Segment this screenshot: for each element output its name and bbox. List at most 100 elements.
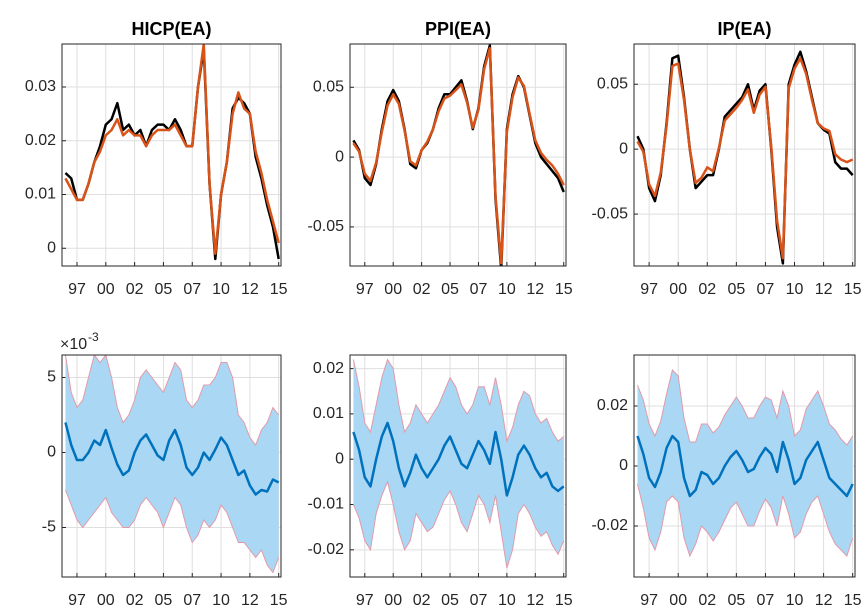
y-tick-label: 0.01 (313, 405, 344, 422)
subplot: 97 00 02 05 07 10 12 15 -0.02 -0.01 0 0.01 0.02 (308, 354, 573, 609)
x-tick-label: 07 (183, 592, 201, 609)
y-tick-label: 5 (47, 369, 56, 386)
x-tick-label: 10 (212, 592, 230, 609)
y-tick-label: 0.02 (25, 132, 56, 149)
x-tick-label: 10 (212, 281, 230, 298)
x-tick-label: 15 (844, 281, 862, 298)
series-line (64, 422, 280, 496)
x-tick-label: 00 (97, 592, 115, 609)
axes-box (349, 43, 567, 267)
x-tick-label: 05 (727, 281, 745, 298)
x-tick-label: 12 (526, 281, 544, 298)
axes-box (61, 43, 282, 267)
y-tick-label: -5 (42, 519, 56, 536)
x-tick-label: 05 (441, 592, 459, 609)
axes-box (633, 354, 856, 578)
x-tick-label: 02 (413, 281, 431, 298)
x-tick-label: 07 (183, 281, 201, 298)
x-tick-label: 10 (786, 281, 804, 298)
x-tick-label: 97 (640, 281, 658, 298)
subplot: 97 00 02 05 07 10 12 15 -0.05 0 0.05 PPI(EA) (308, 19, 573, 298)
x-tick-label: 12 (815, 592, 833, 609)
x-tick-label: 12 (241, 592, 259, 609)
y-tick-label: 0 (47, 239, 56, 256)
x-tick-label: 97 (68, 281, 86, 298)
x-tick-label: 02 (698, 592, 716, 609)
y-tick-label: 0.05 (313, 79, 344, 96)
x-tick-label: 07 (757, 592, 775, 609)
x-tick-label: 15 (555, 592, 573, 609)
y-tick-label: 0.02 (597, 397, 628, 414)
confidence-band (353, 359, 564, 568)
series-line (64, 44, 280, 255)
y-tick-label: 0 (47, 444, 56, 461)
plot-area (634, 44, 855, 266)
y-tick-label: 0.01 (25, 186, 56, 203)
x-tick-label: 00 (384, 592, 402, 609)
subplot: 97 00 02 05 07 10 12 15 0 0.01 0.02 0.03 HICP(EA) (25, 19, 288, 298)
x-tick-label: 12 (526, 592, 544, 609)
confidence-band (637, 370, 853, 556)
x-tick-label: 10 (498, 592, 516, 609)
exponent-base: ×10 (60, 336, 87, 353)
x-tick-label: 07 (757, 281, 775, 298)
x-tick-label: 97 (68, 592, 86, 609)
x-tick-label: 07 (470, 592, 488, 609)
x-tick-label: 02 (698, 281, 716, 298)
y-tick-label: 0.02 (313, 360, 344, 377)
x-tick-label: 15 (555, 281, 573, 298)
y-tick-label: 0 (619, 140, 628, 157)
subplot-title: HICP(EA) (132, 19, 212, 39)
x-tick-label: 15 (844, 592, 862, 609)
y-tick-label: 0 (335, 450, 344, 467)
x-tick-label: 15 (270, 592, 288, 609)
y-tick-label: -0.01 (308, 496, 345, 513)
series-line (352, 421, 565, 497)
x-tick-label: 05 (727, 592, 745, 609)
x-tick-label: 05 (155, 592, 173, 609)
band-edge (64, 489, 280, 574)
x-tick-label: 00 (97, 281, 115, 298)
x-tick-label: 05 (441, 281, 459, 298)
plot-area (350, 44, 566, 266)
band-edge (352, 358, 565, 443)
y-tick-label: 0.05 (597, 75, 628, 92)
series-line (352, 46, 565, 265)
x-tick-label: 00 (384, 281, 402, 298)
exponent-power: -3 (88, 330, 99, 344)
x-tick-label: 05 (155, 281, 173, 298)
series-line (636, 57, 854, 260)
band-edge (64, 355, 280, 447)
x-tick-label: 15 (270, 281, 288, 298)
series-line (636, 434, 854, 498)
axes-box (61, 354, 282, 578)
x-tick-label: 07 (470, 281, 488, 298)
band-edge (352, 480, 565, 569)
plot-area (62, 44, 281, 266)
band-edge (637, 369, 854, 446)
y-tick-label: 0 (619, 457, 628, 474)
subplot-title: IP(EA) (718, 19, 772, 39)
x-tick-label: 97 (356, 592, 374, 609)
y-tick-label: 0 (335, 148, 344, 165)
x-tick-label: 02 (126, 281, 144, 298)
y-tick-label: -0.02 (592, 517, 629, 534)
x-tick-label: 10 (786, 592, 804, 609)
axes-box (349, 354, 567, 578)
axes-box (633, 43, 856, 267)
y-tick-label: -0.05 (592, 205, 629, 222)
x-tick-label: 00 (669, 281, 687, 298)
band-edge (637, 483, 854, 558)
x-tick-label: 12 (241, 281, 259, 298)
x-tick-label: 10 (498, 281, 516, 298)
x-tick-label: 97 (356, 281, 374, 298)
x-tick-label: 02 (126, 592, 144, 609)
y-tick-label: -0.05 (308, 218, 345, 235)
y-tick-label: -0.02 (308, 541, 345, 558)
subplot-title: PPI(EA) (425, 19, 491, 39)
x-tick-label: 97 (640, 592, 658, 609)
subplot: 97 00 02 05 07 10 12 15 -0.05 0 0.05 IP(EA) (592, 19, 862, 298)
x-tick-label: 12 (815, 281, 833, 298)
x-tick-label: 02 (413, 592, 431, 609)
